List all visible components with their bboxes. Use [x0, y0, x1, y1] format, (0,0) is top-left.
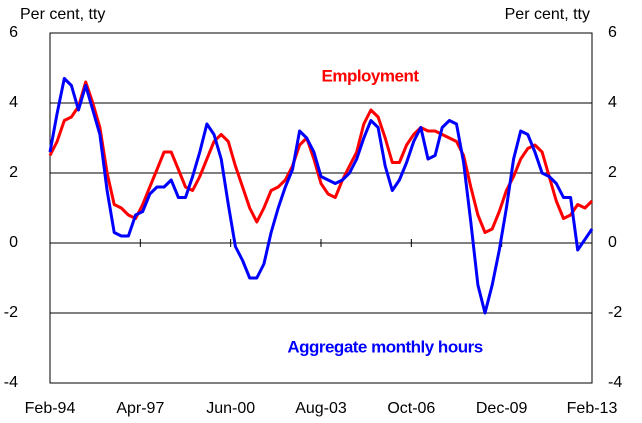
- y-tick-label: 4: [9, 94, 18, 111]
- y2-tick-label: 4: [608, 94, 617, 111]
- x-tick-label: Feb-13: [567, 400, 618, 417]
- series-line: [48, 77, 594, 315]
- y2-tick-label: -4: [608, 374, 622, 391]
- plot-frame: [49, 32, 593, 384]
- x-tick-label: Jun-00: [206, 400, 255, 417]
- y-tick-label: -2: [4, 304, 18, 321]
- y-axis-label: Per cent, tty: [20, 6, 105, 23]
- x-tick-label: Oct-06: [387, 400, 435, 417]
- y2-tick-label: -2: [608, 304, 622, 321]
- x-tick-label: Aug-03: [295, 400, 347, 417]
- series-line: [48, 80, 594, 234]
- y2-tick-label: 0: [608, 234, 617, 251]
- x-tick-label: Apr-97: [116, 400, 164, 417]
- x-tick-label: Dec-09: [476, 400, 528, 417]
- y-tick-label: 2: [9, 164, 18, 181]
- y2-tick-label: 2: [608, 164, 617, 181]
- y2-axis-label: Per cent, tty: [505, 6, 590, 23]
- series-label: Employment: [321, 66, 419, 85]
- y-tick-label: 6: [9, 24, 18, 41]
- x-tick-label: Feb-94: [25, 400, 76, 417]
- series-label: Aggregate monthly hours: [287, 337, 482, 356]
- y-tick-label: -4: [4, 374, 18, 391]
- y-tick-label: 0: [9, 234, 18, 251]
- y2-tick-label: 6: [608, 24, 617, 41]
